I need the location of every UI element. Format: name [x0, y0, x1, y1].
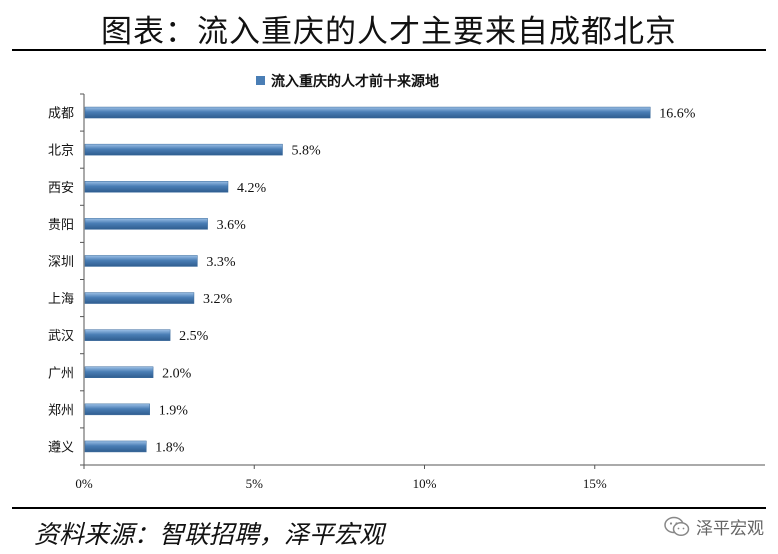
source-note: 资料来源：智联招聘，泽平宏观	[34, 520, 385, 549]
x-tick-label: 5%	[246, 476, 264, 491]
data-label: 16.6%	[659, 107, 696, 122]
bar	[84, 440, 147, 453]
x-tick-label: 15%	[583, 476, 607, 491]
category-label: 深圳	[48, 255, 74, 270]
bar	[84, 181, 229, 193]
page-title: 图表：流入重庆的人才主要来自成都北京	[101, 14, 677, 50]
category-label: 广州	[48, 366, 74, 381]
bar	[84, 106, 651, 119]
title-rule	[12, 49, 766, 51]
category-label: 北京	[48, 144, 74, 159]
data-label: 3.6%	[217, 218, 247, 233]
legend-label: 流入重庆的人才前十来源地	[271, 73, 439, 90]
bar	[84, 329, 171, 341]
chart: 流入重庆的人才前十来源地 0% 5% 10% 15% 成都 16.6% 北京 5.8% 西安 4.…	[24, 62, 766, 500]
bar	[84, 403, 150, 416]
data-label: 5.8%	[291, 144, 321, 159]
data-label: 4.2%	[237, 181, 267, 196]
category-label: 郑州	[48, 403, 74, 418]
bar	[84, 292, 195, 304]
watermark-text: 泽平宏观	[696, 519, 764, 539]
data-label: 2.0%	[162, 366, 192, 381]
chart-legend: 流入重庆的人才前十来源地	[256, 73, 439, 90]
data-label: 2.5%	[179, 329, 209, 344]
data-label: 3.3%	[206, 255, 236, 270]
bar	[84, 366, 154, 378]
data-label: 1.9%	[159, 403, 189, 418]
category-label: 遵义	[48, 439, 74, 455]
legend-swatch	[256, 76, 265, 85]
source-rule	[12, 507, 766, 509]
category-label: 武汉	[48, 329, 74, 344]
category-label: 上海	[48, 292, 74, 307]
data-label: 1.8%	[155, 440, 185, 455]
plot-area: 0% 5% 10% 15% 成都 16.6% 北京 5.8% 西安 4.2% 贵阳 3.6% 深圳 3.3…	[48, 93, 765, 491]
data-label: 3.2%	[203, 292, 233, 307]
bar	[84, 255, 198, 267]
category-label: 西安	[48, 181, 74, 196]
category-label: 成都	[48, 107, 74, 122]
watermark: 泽平宏观	[664, 514, 764, 539]
wechat-icon	[664, 516, 690, 538]
category-label: 贵阳	[48, 218, 74, 233]
bar	[84, 143, 283, 156]
x-tick-label: 10%	[413, 476, 437, 491]
bar-chart-svg: 流入重庆的人才前十来源地 0% 5% 10% 15% 成都 16.6% 北京 5.8% 西安 4.…	[48, 73, 765, 491]
x-tick-label: 0%	[75, 476, 93, 491]
bar	[84, 218, 208, 230]
